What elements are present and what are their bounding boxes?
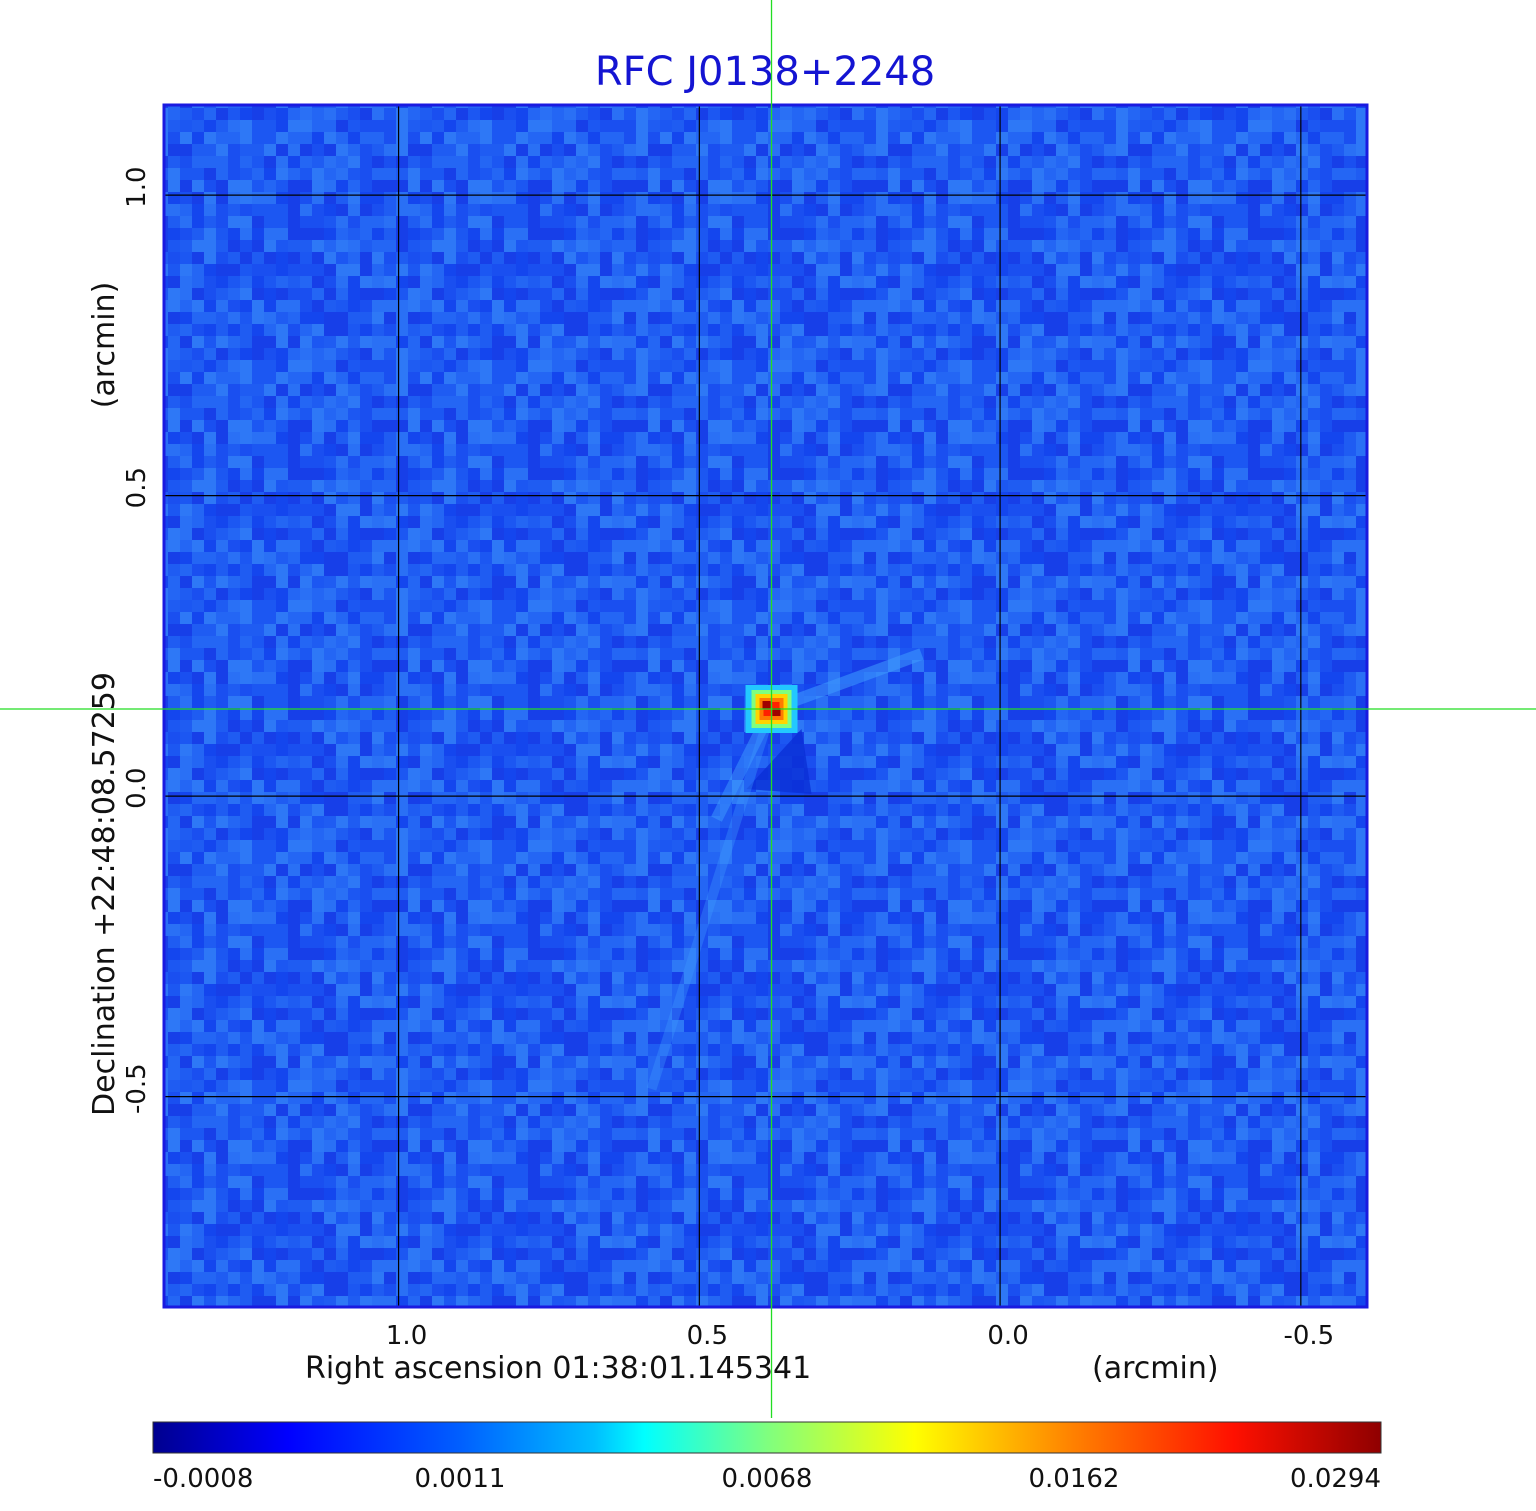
plot-area	[164, 105, 1367, 1307]
colorbar-tick-0.0162: 0.0162	[1029, 1464, 1120, 1494]
x-axis-label: Right ascension 01:38:01.145341	[305, 1351, 811, 1386]
plot-frame	[162, 103, 1369, 1309]
x-tick-labels: 1.0 0.5 0.0 -0.5	[386, 1321, 1334, 1351]
source-pixel-peak-1	[762, 701, 771, 710]
coordinate-grid	[164, 105, 1367, 1307]
chart-title: RFC J0138+2248	[595, 49, 935, 95]
x-tick-label--0.5: -0.5	[1283, 1321, 1334, 1351]
source-pixel-peak-2	[772, 708, 781, 717]
colorbar	[152, 1421, 1382, 1454]
y-axis-label: Declination +22:48:08.57259	[87, 672, 122, 1116]
crosshair	[0, 0, 1536, 1418]
colorbar-tick--0.0008: -0.0008	[153, 1464, 253, 1494]
negative-lobe	[746, 729, 812, 795]
x-tick-label-0.5: 0.5	[687, 1321, 728, 1351]
colorbar-tick-0.0011: 0.0011	[415, 1464, 506, 1494]
colorbar-tick-0.0294: 0.0294	[1290, 1464, 1381, 1494]
x-tick-label-1.0: 1.0	[386, 1321, 427, 1351]
y-axis-unit: (arcmin)	[87, 282, 122, 409]
sidelobe-streak-south	[646, 707, 777, 1091]
colorbar-tick-0.0068: 0.0068	[722, 1464, 813, 1494]
x-tick-label-0.0: 0.0	[987, 1321, 1028, 1351]
x-axis-unit: (arcmin)	[1092, 1351, 1219, 1386]
y-tick-label-0.5: 0.5	[122, 467, 152, 508]
y-tick-labels: 1.0 0.5 0.0 -0.5	[122, 166, 152, 1114]
y-tick-label-1.0: 1.0	[122, 166, 152, 207]
colorbar-tick-labels: -0.0008 0.0011 0.0068 0.0162 0.0294	[153, 1464, 1381, 1494]
y-tick-label-0.0: 0.0	[122, 767, 152, 808]
y-tick-label--0.5: -0.5	[122, 1063, 152, 1114]
